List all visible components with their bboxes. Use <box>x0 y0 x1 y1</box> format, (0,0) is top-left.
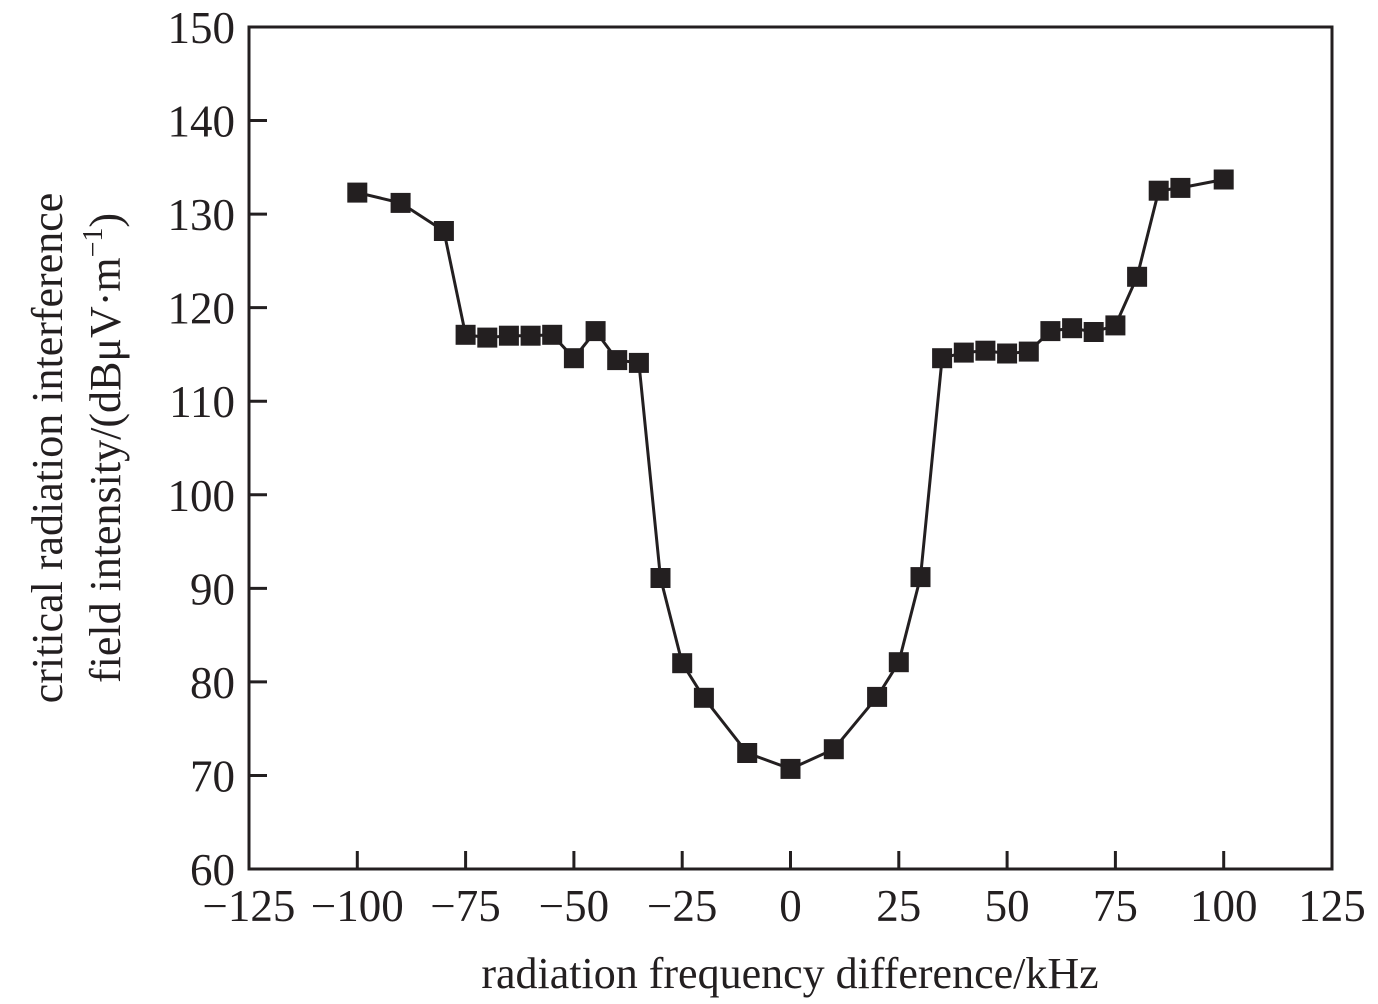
data-point-marker <box>780 758 801 779</box>
y-axis: 60 70 80 90 100 110 120 130 140 150 <box>168 3 267 895</box>
y-axis-title: critical radiation interference field in… <box>23 193 130 704</box>
x-axis-title: radiation frequency difference/kHz <box>481 949 1098 998</box>
x-tick-label: 25 <box>876 881 921 931</box>
data-point-marker <box>737 743 758 763</box>
data-point-marker <box>953 342 974 363</box>
y-axis-title-line1: critical radiation interference <box>23 193 72 704</box>
y-tick-label: 130 <box>168 190 236 240</box>
data-point-marker <box>932 348 953 369</box>
data-point-marker <box>910 567 931 588</box>
data-point-marker <box>1105 315 1126 336</box>
y-tick-label: 90 <box>190 564 235 614</box>
x-tick-label: 75 <box>1093 881 1138 931</box>
y-tick-label: 100 <box>168 471 236 521</box>
data-point-marker <box>477 327 498 348</box>
x-tick-label: 100 <box>1190 881 1258 931</box>
plot-frame <box>247 25 1334 871</box>
data-point-marker <box>498 325 519 346</box>
series <box>347 169 1234 779</box>
data-point-marker <box>585 321 606 342</box>
data-point-marker <box>607 350 628 371</box>
data-point-marker <box>1213 169 1234 190</box>
data-point-marker <box>975 340 996 361</box>
data-point-marker <box>823 739 844 760</box>
x-tick-label: −125 <box>203 881 296 931</box>
data-point-marker <box>1040 321 1061 342</box>
y-tick-label: 150 <box>168 3 236 53</box>
data-point-marker <box>542 324 563 345</box>
series-line <box>356 178 1224 771</box>
y-tick-label: 60 <box>190 845 235 895</box>
data-point-marker <box>563 348 584 369</box>
data-point-marker <box>1018 341 1039 362</box>
y-tick-label: 110 <box>169 377 235 427</box>
data-point-marker <box>672 653 693 674</box>
data-point-marker <box>1127 266 1148 287</box>
data-point-marker <box>520 325 541 346</box>
y-axis-title-close: ) <box>81 213 130 228</box>
x-tick-label: 50 <box>985 881 1030 931</box>
x-tick-label: −100 <box>311 881 404 931</box>
data-point-marker <box>1062 318 1083 339</box>
data-point-marker <box>997 343 1018 364</box>
data-point-marker <box>390 192 411 213</box>
data-point-marker <box>1148 180 1169 201</box>
x-tick-label: −75 <box>430 881 500 931</box>
data-point-marker <box>1083 322 1104 342</box>
y-tick-label: 120 <box>168 284 236 334</box>
y-axis-title-line2: field intensity/(dBμV·m−1) <box>78 213 130 683</box>
y-axis-title-superscript: −1 <box>78 228 109 258</box>
data-point-marker <box>693 687 714 708</box>
data-point-marker <box>888 652 909 673</box>
x-tick-label: 0 <box>779 881 802 931</box>
x-tick-label: 125 <box>1298 881 1366 931</box>
data-point-marker <box>867 686 888 707</box>
data-point-marker <box>650 568 671 588</box>
x-tick-label: −50 <box>539 881 609 931</box>
data-point-marker <box>628 352 649 373</box>
y-tick-label: 70 <box>190 751 235 801</box>
x-axis: −125 −100 −75 −50 −25 0 25 50 75 100 125 <box>203 851 1366 931</box>
y-axis-title-main: field intensity/(dBμV·m <box>81 257 130 683</box>
y-tick-label: 140 <box>168 97 236 147</box>
data-point-marker <box>433 221 454 241</box>
data-point-marker <box>455 324 476 345</box>
data-point-marker <box>1170 177 1191 198</box>
y-tick-label: 80 <box>190 658 235 708</box>
x-tick-label: −25 <box>647 881 717 931</box>
data-point-marker <box>347 182 368 203</box>
